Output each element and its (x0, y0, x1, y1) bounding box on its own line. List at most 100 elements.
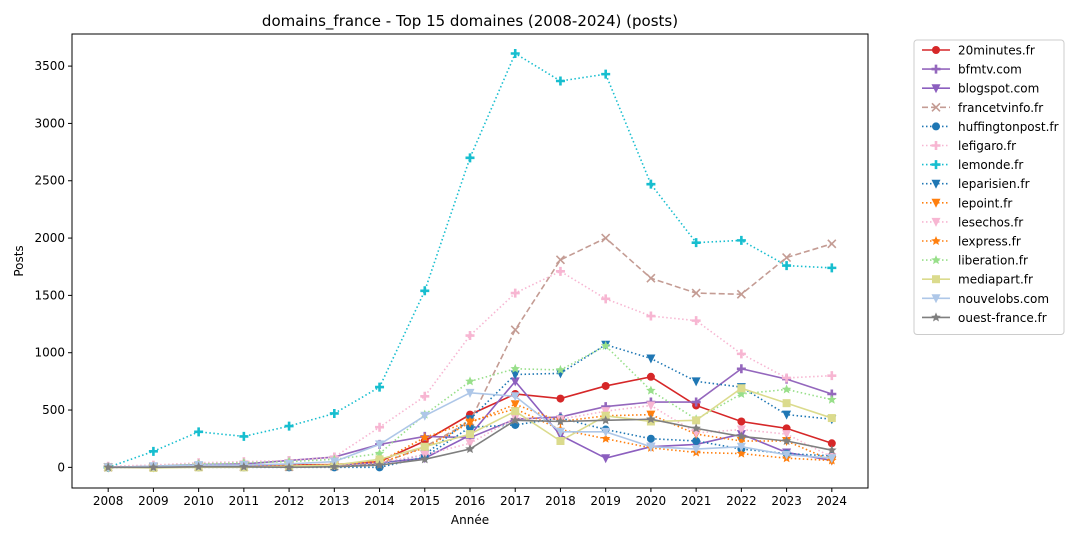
data-point (646, 354, 656, 364)
data-point (691, 423, 701, 433)
data-point (465, 388, 475, 398)
data-point (465, 439, 475, 449)
data-point (827, 239, 837, 249)
data-point (601, 407, 611, 417)
x-tick-label: 2023 (771, 494, 802, 508)
series-line (108, 344, 832, 469)
data-point (601, 233, 611, 243)
x-tick-label: 2009 (138, 494, 169, 508)
legend-marker (932, 122, 940, 131)
legend-item: mediapart.fr (922, 273, 1033, 287)
legend-label: lexpress.fr (958, 235, 1021, 249)
data-point (646, 442, 656, 452)
data-point (736, 442, 746, 452)
data-point (375, 440, 385, 450)
data-point (510, 48, 520, 58)
data-point (375, 382, 385, 392)
data-point (692, 436, 701, 445)
legend-marker (932, 275, 940, 284)
data-point (193, 461, 204, 471)
data-point (375, 455, 384, 464)
y-tick-label: 1500 (34, 288, 65, 302)
data-point (646, 401, 656, 411)
legend-label: lemonde.fr (958, 158, 1023, 172)
series-line (108, 270, 832, 468)
legend-box (913, 39, 1065, 335)
data-point (736, 349, 746, 359)
legend-item: liberation.fr (922, 254, 1028, 268)
legend-item: bfmtv.com (922, 63, 1022, 77)
data-point (601, 294, 611, 304)
data-point (420, 432, 430, 442)
data-point (510, 415, 520, 425)
chart-title: domains_france - Top 15 domaines (2008-2… (262, 12, 678, 31)
data-point (510, 288, 520, 298)
data-point (827, 454, 837, 464)
series-ouest-france-fr (103, 414, 837, 472)
data-point (194, 427, 204, 437)
data-point (555, 364, 566, 374)
x-tick-label: 2013 (319, 494, 350, 508)
series-line (107, 52, 832, 469)
data-point (646, 417, 655, 426)
y-tick-label: 3000 (34, 116, 65, 130)
data-point (465, 153, 475, 163)
data-point (782, 373, 792, 383)
data-point (827, 394, 837, 404)
legend: 20minutes.fr bfmtv.com blogspot.com francet… (913, 39, 1065, 335)
legend-marker (931, 160, 941, 170)
data-point (465, 331, 475, 341)
x-tick-label: 2021 (681, 494, 712, 508)
data-point (646, 385, 656, 395)
legend-label: bfmtv.com (958, 63, 1022, 77)
data-point (601, 69, 611, 79)
x-axis: 2008 2009 2010 2011 2012 2013 2014 2015 2016 2017… (93, 488, 847, 508)
data-point (601, 454, 611, 464)
legend-marker (931, 255, 941, 265)
data-point (511, 407, 520, 416)
y-axis: 0 500 1000 1500 2000 2500 3000 3500 (34, 59, 72, 474)
legend-item: lemonde.fr (922, 158, 1023, 172)
data-point (556, 436, 565, 445)
legend-label: lepoint.fr (958, 196, 1012, 210)
data-point (374, 460, 385, 470)
series-lemonde-fr (103, 48, 837, 472)
legend-item: nouvelobs.com (922, 292, 1049, 306)
data-point (148, 462, 159, 472)
data-point (646, 434, 655, 443)
data-point (646, 179, 656, 189)
data-point (375, 422, 385, 432)
legend-item: lepoint.fr (922, 196, 1012, 210)
data-point (148, 446, 158, 456)
y-tick-label: 1000 (34, 346, 65, 360)
data-point (601, 381, 610, 390)
x-tick-label: 2019 (590, 494, 621, 508)
data-point (510, 377, 520, 387)
x-tick-label: 2015 (409, 494, 440, 508)
legend-label: mediapart.fr (958, 273, 1033, 287)
data-point (329, 461, 340, 471)
legend-marker (931, 84, 941, 94)
x-tick-label: 2018 (545, 494, 576, 508)
x-tick-label: 2022 (726, 494, 757, 508)
data-point (466, 430, 474, 439)
data-point (420, 286, 430, 296)
x-tick-label: 2008 (93, 494, 124, 508)
legend-label: francetvinfo.fr (958, 101, 1043, 115)
data-point (510, 363, 520, 373)
data-point (691, 397, 701, 407)
data-point (646, 273, 656, 283)
data-point (782, 450, 792, 460)
legend-item: blogspot.com (922, 82, 1039, 96)
data-point (556, 394, 565, 403)
data-point (736, 364, 746, 374)
data-point (736, 431, 747, 441)
y-tick-label: 2000 (34, 231, 65, 245)
y-axis-label: Posts (12, 245, 26, 276)
legend-label: ouest-france.fr (958, 311, 1047, 325)
x-tick-label: 2016 (455, 494, 486, 508)
legend-label: lesechos.fr (958, 215, 1023, 229)
data-point (601, 427, 611, 437)
